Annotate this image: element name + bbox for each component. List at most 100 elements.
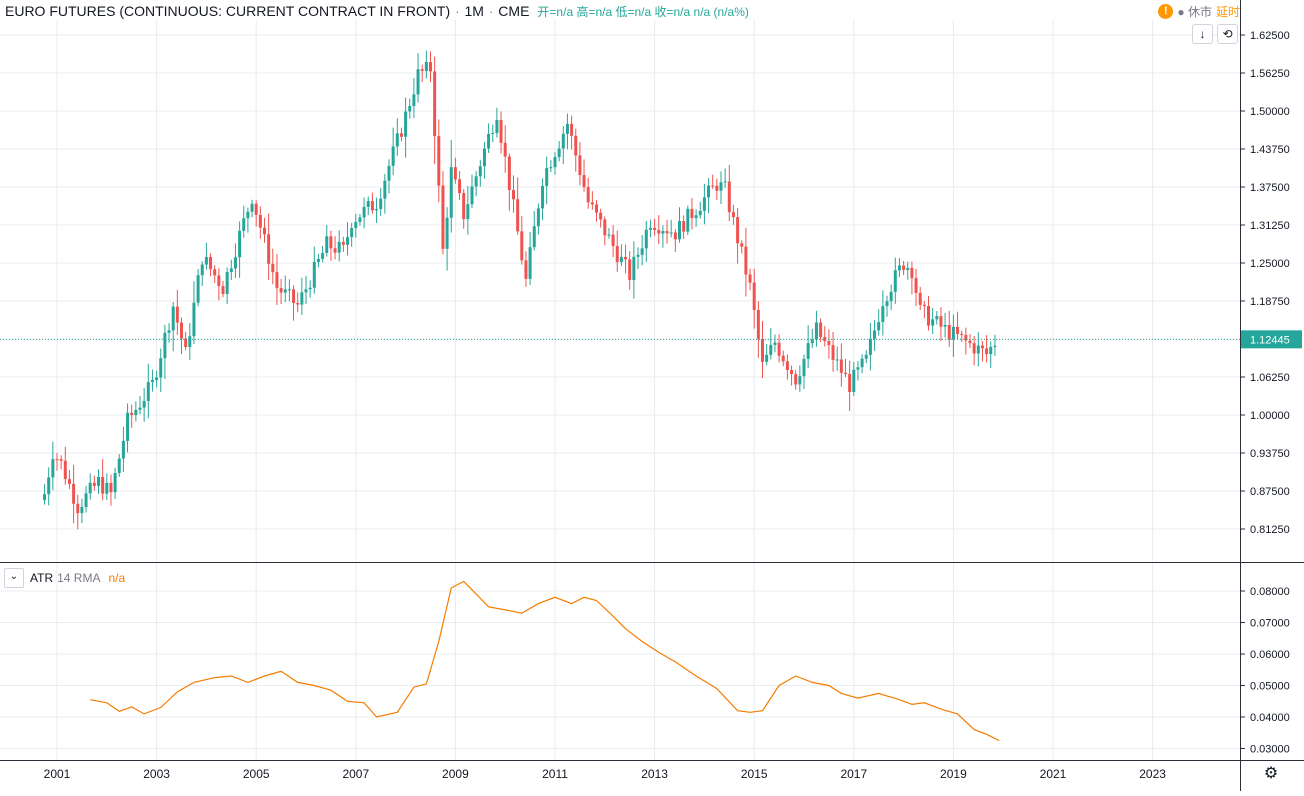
candle-body <box>55 459 59 461</box>
candle-body <box>802 358 806 377</box>
candle-body <box>956 326 960 334</box>
candle-body <box>101 476 105 494</box>
candle-body <box>856 367 860 370</box>
candle-body <box>175 306 179 323</box>
candle-body <box>678 221 681 240</box>
candle-body <box>698 210 702 216</box>
candle-body <box>300 292 304 305</box>
candle-body <box>823 337 827 342</box>
candle-body <box>947 325 951 340</box>
candle-body <box>756 309 760 339</box>
candle-body <box>877 322 881 331</box>
collapse-indicator-icon[interactable]: ⌄ <box>4 568 24 588</box>
candle-body <box>271 263 275 273</box>
candle-body <box>686 208 690 232</box>
delayed-label: 延时 <box>1215 5 1240 19</box>
candle-body <box>951 326 955 340</box>
symbol-title[interactable]: EURO FUTURES (CONTINUOUS: CURRENT CONTRA… <box>5 3 451 19</box>
candle-body <box>84 493 88 508</box>
candle-body <box>897 265 901 271</box>
candle-body <box>989 346 993 355</box>
candle-body <box>474 176 478 187</box>
candle-body <box>316 258 320 262</box>
candle-body <box>478 166 482 177</box>
candle-body <box>773 342 777 345</box>
candle-body <box>184 338 188 347</box>
candle-body <box>893 270 897 292</box>
candle-body <box>972 343 976 354</box>
candle-body <box>673 232 677 240</box>
candle-body <box>985 348 989 355</box>
price-tick-label: 1.62500 <box>1250 30 1290 42</box>
candle-body <box>719 182 723 191</box>
candle-body <box>852 369 856 392</box>
candle-body <box>636 254 640 257</box>
candle-body <box>51 459 55 478</box>
candle-body <box>229 268 233 273</box>
candle-body <box>233 257 237 269</box>
candle-body <box>682 221 686 232</box>
candle-body <box>665 231 669 234</box>
candle-body <box>578 155 582 176</box>
scroll-to-latest-button[interactable]: ↓ <box>1192 24 1213 44</box>
candle-body <box>312 261 316 288</box>
atr-tick-label: 0.04000 <box>1250 712 1290 724</box>
candle-body <box>221 286 225 294</box>
candle-body <box>43 494 47 501</box>
atr-tick-label: 0.03000 <box>1250 744 1290 756</box>
candle-body <box>188 336 192 347</box>
candle-body <box>287 289 291 291</box>
candle-body <box>449 167 453 218</box>
atr-legend: ⌄ ATR 14 RMA n/a <box>4 568 125 588</box>
candle-body <box>599 212 603 220</box>
candle-body <box>922 304 926 307</box>
candle-body <box>590 202 594 205</box>
candle-body <box>715 185 719 191</box>
candle-body <box>798 376 802 385</box>
candle-body <box>723 181 727 183</box>
candle-body <box>113 473 117 493</box>
candle-body <box>217 275 221 287</box>
candle-body <box>914 278 918 293</box>
candle-body <box>121 440 125 459</box>
candle-body <box>63 460 67 480</box>
candle-body <box>333 248 337 253</box>
candle-body <box>130 412 134 416</box>
candle-body <box>242 218 246 231</box>
candle-body <box>769 344 773 355</box>
candle-body <box>192 302 196 337</box>
candle-body <box>536 208 540 227</box>
time-tick-label: 2015 <box>741 767 768 781</box>
time-tick-label: 2017 <box>840 767 867 781</box>
warning-icon[interactable]: ! <box>1158 4 1174 19</box>
candle-body <box>545 168 549 186</box>
reset-chart-button[interactable]: ⟲ <box>1217 24 1238 44</box>
gear-icon[interactable]: ⚙ <box>1263 765 1279 782</box>
candle-body <box>308 287 312 290</box>
market-status: ! ● 休市 延时 <box>1158 3 1240 20</box>
candle-body <box>868 338 872 355</box>
candle-body <box>491 133 495 135</box>
candle-body <box>250 203 254 212</box>
candle-body <box>939 316 943 327</box>
candle-body <box>744 246 748 275</box>
candle-body <box>906 267 910 270</box>
candle-body <box>350 228 354 238</box>
candle-body <box>541 185 545 209</box>
candle-body <box>835 359 839 361</box>
candle-body <box>565 123 569 134</box>
candle-body <box>200 264 204 276</box>
candle-body <box>557 148 561 158</box>
candle-body <box>632 256 636 281</box>
candle-body <box>387 165 391 181</box>
candle-body <box>88 482 92 494</box>
candle-body <box>134 409 138 416</box>
indicator-value: n/a <box>108 571 126 585</box>
candle-body <box>532 226 536 248</box>
candle-body <box>238 230 242 258</box>
interval-label[interactable]: 1M <box>464 3 484 19</box>
ohlc-readout: 开=n/a 高=n/a 低=n/a 收=n/a n/a (n/a%) <box>537 4 749 19</box>
indicator-name[interactable]: ATR <box>30 571 54 585</box>
